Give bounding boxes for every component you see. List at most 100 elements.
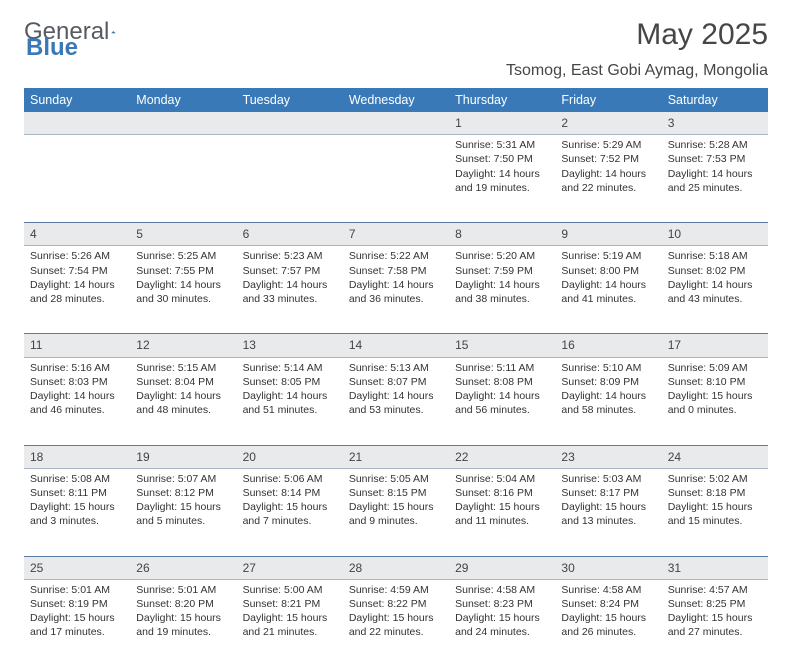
daylight-line-2: and 0 minutes.: [668, 403, 762, 417]
daylight-line-2: and 25 minutes.: [668, 181, 762, 195]
sunrise-line: Sunrise: 5:05 AM: [349, 472, 443, 486]
daylight-line-2: and 24 minutes.: [455, 625, 549, 639]
daylight-line-1: Daylight: 14 hours: [30, 278, 124, 292]
day-number: 7: [343, 223, 449, 246]
sunrise-line: Sunrise: 5:00 AM: [243, 583, 337, 597]
daylight-line-2: and 33 minutes.: [243, 292, 337, 306]
day-number: 5: [130, 223, 236, 246]
daylight-line-1: Daylight: 15 hours: [349, 500, 443, 514]
day-number: 1: [449, 112, 555, 135]
daylight-line-2: and 36 minutes.: [349, 292, 443, 306]
sunrise-line: Sunrise: 5:19 AM: [561, 249, 655, 263]
calendar-table: Sunday Monday Tuesday Wednesday Thursday…: [24, 88, 768, 667]
day-details: Sunrise: 5:10 AMSunset: 8:09 PMDaylight:…: [561, 361, 655, 418]
location-subtitle: Tsomog, East Gobi Aymag, Mongolia: [24, 62, 768, 80]
daylight-line-1: Daylight: 15 hours: [136, 500, 230, 514]
day-details: Sunrise: 5:09 AMSunset: 8:10 PMDaylight:…: [668, 361, 762, 418]
day-details: Sunrise: 5:05 AMSunset: 8:15 PMDaylight:…: [349, 472, 443, 529]
week-content-row: Sunrise: 5:16 AMSunset: 8:03 PMDaylight:…: [24, 357, 768, 445]
daylight-line-2: and 21 minutes.: [243, 625, 337, 639]
day-cell: Sunrise: 5:16 AMSunset: 8:03 PMDaylight:…: [24, 357, 130, 445]
sunset-line: Sunset: 8:05 PM: [243, 375, 337, 389]
day-details: Sunrise: 5:26 AMSunset: 7:54 PMDaylight:…: [30, 249, 124, 306]
day-cell: Sunrise: 4:58 AMSunset: 8:23 PMDaylight:…: [449, 579, 555, 667]
day-number: 4: [24, 223, 130, 246]
sunrise-line: Sunrise: 5:29 AM: [561, 138, 655, 152]
day-cell: Sunrise: 5:31 AMSunset: 7:50 PMDaylight:…: [449, 135, 555, 223]
day-number: 12: [130, 334, 236, 357]
sunset-line: Sunset: 8:23 PM: [455, 597, 549, 611]
day-number: 19: [130, 445, 236, 468]
day-details: Sunrise: 5:00 AMSunset: 8:21 PMDaylight:…: [243, 583, 337, 640]
sunrise-line: Sunrise: 5:18 AM: [668, 249, 762, 263]
sunrise-line: Sunrise: 5:01 AM: [30, 583, 124, 597]
week-daynum-row: 18192021222324: [24, 445, 768, 468]
day-cell: [343, 135, 449, 223]
day-details: Sunrise: 5:02 AMSunset: 8:18 PMDaylight:…: [668, 472, 762, 529]
daylight-line-2: and 30 minutes.: [136, 292, 230, 306]
daylight-line-1: Daylight: 15 hours: [136, 611, 230, 625]
day-cell: Sunrise: 4:59 AMSunset: 8:22 PMDaylight:…: [343, 579, 449, 667]
sunrise-line: Sunrise: 5:31 AM: [455, 138, 549, 152]
day-number: 18: [24, 445, 130, 468]
week-content-row: Sunrise: 5:26 AMSunset: 7:54 PMDaylight:…: [24, 246, 768, 334]
week-daynum-row: 11121314151617: [24, 334, 768, 357]
daylight-line-1: Daylight: 15 hours: [243, 611, 337, 625]
sunset-line: Sunset: 8:10 PM: [668, 375, 762, 389]
sunset-line: Sunset: 8:09 PM: [561, 375, 655, 389]
daylight-line-1: Daylight: 14 hours: [455, 167, 549, 181]
daylight-line-1: Daylight: 15 hours: [561, 611, 655, 625]
sunset-line: Sunset: 8:15 PM: [349, 486, 443, 500]
daylight-line-2: and 11 minutes.: [455, 514, 549, 528]
sunset-line: Sunset: 8:20 PM: [136, 597, 230, 611]
day-header-row: Sunday Monday Tuesday Wednesday Thursday…: [24, 88, 768, 112]
day-details: Sunrise: 5:19 AMSunset: 8:00 PMDaylight:…: [561, 249, 655, 306]
week-daynum-row: 45678910: [24, 223, 768, 246]
day-cell: Sunrise: 4:57 AMSunset: 8:25 PMDaylight:…: [662, 579, 768, 667]
daylight-line-2: and 15 minutes.: [668, 514, 762, 528]
sunset-line: Sunset: 7:59 PM: [455, 264, 549, 278]
sunset-line: Sunset: 8:16 PM: [455, 486, 549, 500]
daylight-line-1: Daylight: 15 hours: [349, 611, 443, 625]
day-cell: Sunrise: 5:09 AMSunset: 8:10 PMDaylight:…: [662, 357, 768, 445]
week-daynum-row: 25262728293031: [24, 556, 768, 579]
day-number: [130, 112, 236, 135]
day-details: Sunrise: 4:58 AMSunset: 8:24 PMDaylight:…: [561, 583, 655, 640]
day-details: Sunrise: 5:04 AMSunset: 8:16 PMDaylight:…: [455, 472, 549, 529]
sunrise-line: Sunrise: 5:20 AM: [455, 249, 549, 263]
day-number: 29: [449, 556, 555, 579]
day-cell: Sunrise: 5:13 AMSunset: 8:07 PMDaylight:…: [343, 357, 449, 445]
col-sunday: Sunday: [24, 88, 130, 112]
sunrise-line: Sunrise: 5:06 AM: [243, 472, 337, 486]
sunset-line: Sunset: 8:19 PM: [30, 597, 124, 611]
sunrise-line: Sunrise: 5:14 AM: [243, 361, 337, 375]
daylight-line-1: Daylight: 15 hours: [668, 500, 762, 514]
sunrise-line: Sunrise: 5:09 AM: [668, 361, 762, 375]
daylight-line-2: and 17 minutes.: [30, 625, 124, 639]
day-cell: [130, 135, 236, 223]
col-saturday: Saturday: [662, 88, 768, 112]
day-cell: Sunrise: 5:07 AMSunset: 8:12 PMDaylight:…: [130, 468, 236, 556]
daylight-line-1: Daylight: 14 hours: [349, 389, 443, 403]
daylight-line-2: and 3 minutes.: [30, 514, 124, 528]
day-details: Sunrise: 5:01 AMSunset: 8:20 PMDaylight:…: [136, 583, 230, 640]
daylight-line-2: and 28 minutes.: [30, 292, 124, 306]
sunset-line: Sunset: 7:58 PM: [349, 264, 443, 278]
day-number: 17: [662, 334, 768, 357]
sunrise-line: Sunrise: 5:25 AM: [136, 249, 230, 263]
daylight-line-1: Daylight: 15 hours: [455, 500, 549, 514]
day-number: 14: [343, 334, 449, 357]
day-number: 6: [237, 223, 343, 246]
daylight-line-2: and 51 minutes.: [243, 403, 337, 417]
daylight-line-2: and 22 minutes.: [561, 181, 655, 195]
sunset-line: Sunset: 8:12 PM: [136, 486, 230, 500]
day-details: Sunrise: 5:03 AMSunset: 8:17 PMDaylight:…: [561, 472, 655, 529]
day-number: 25: [24, 556, 130, 579]
brand-mark-icon: [111, 22, 116, 42]
daylight-line-1: Daylight: 15 hours: [243, 500, 337, 514]
day-number: 15: [449, 334, 555, 357]
day-cell: Sunrise: 5:14 AMSunset: 8:05 PMDaylight:…: [237, 357, 343, 445]
daylight-line-2: and 9 minutes.: [349, 514, 443, 528]
day-details: Sunrise: 5:07 AMSunset: 8:12 PMDaylight:…: [136, 472, 230, 529]
sunset-line: Sunset: 7:54 PM: [30, 264, 124, 278]
